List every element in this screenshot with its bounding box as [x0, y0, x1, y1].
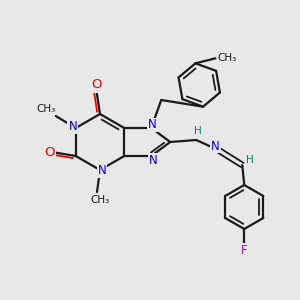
Text: N: N: [98, 164, 106, 178]
Text: N: N: [211, 140, 220, 152]
Text: H: H: [194, 126, 202, 136]
Text: O: O: [91, 79, 101, 92]
Text: CH₃: CH₃: [90, 195, 110, 205]
Text: H: H: [246, 155, 254, 165]
Text: N: N: [148, 118, 157, 131]
Text: O: O: [44, 146, 55, 158]
Text: N: N: [149, 154, 158, 166]
Text: F: F: [241, 244, 247, 256]
Text: N: N: [68, 121, 77, 134]
Text: CH₃: CH₃: [36, 104, 56, 114]
Text: CH₃: CH₃: [218, 53, 237, 63]
